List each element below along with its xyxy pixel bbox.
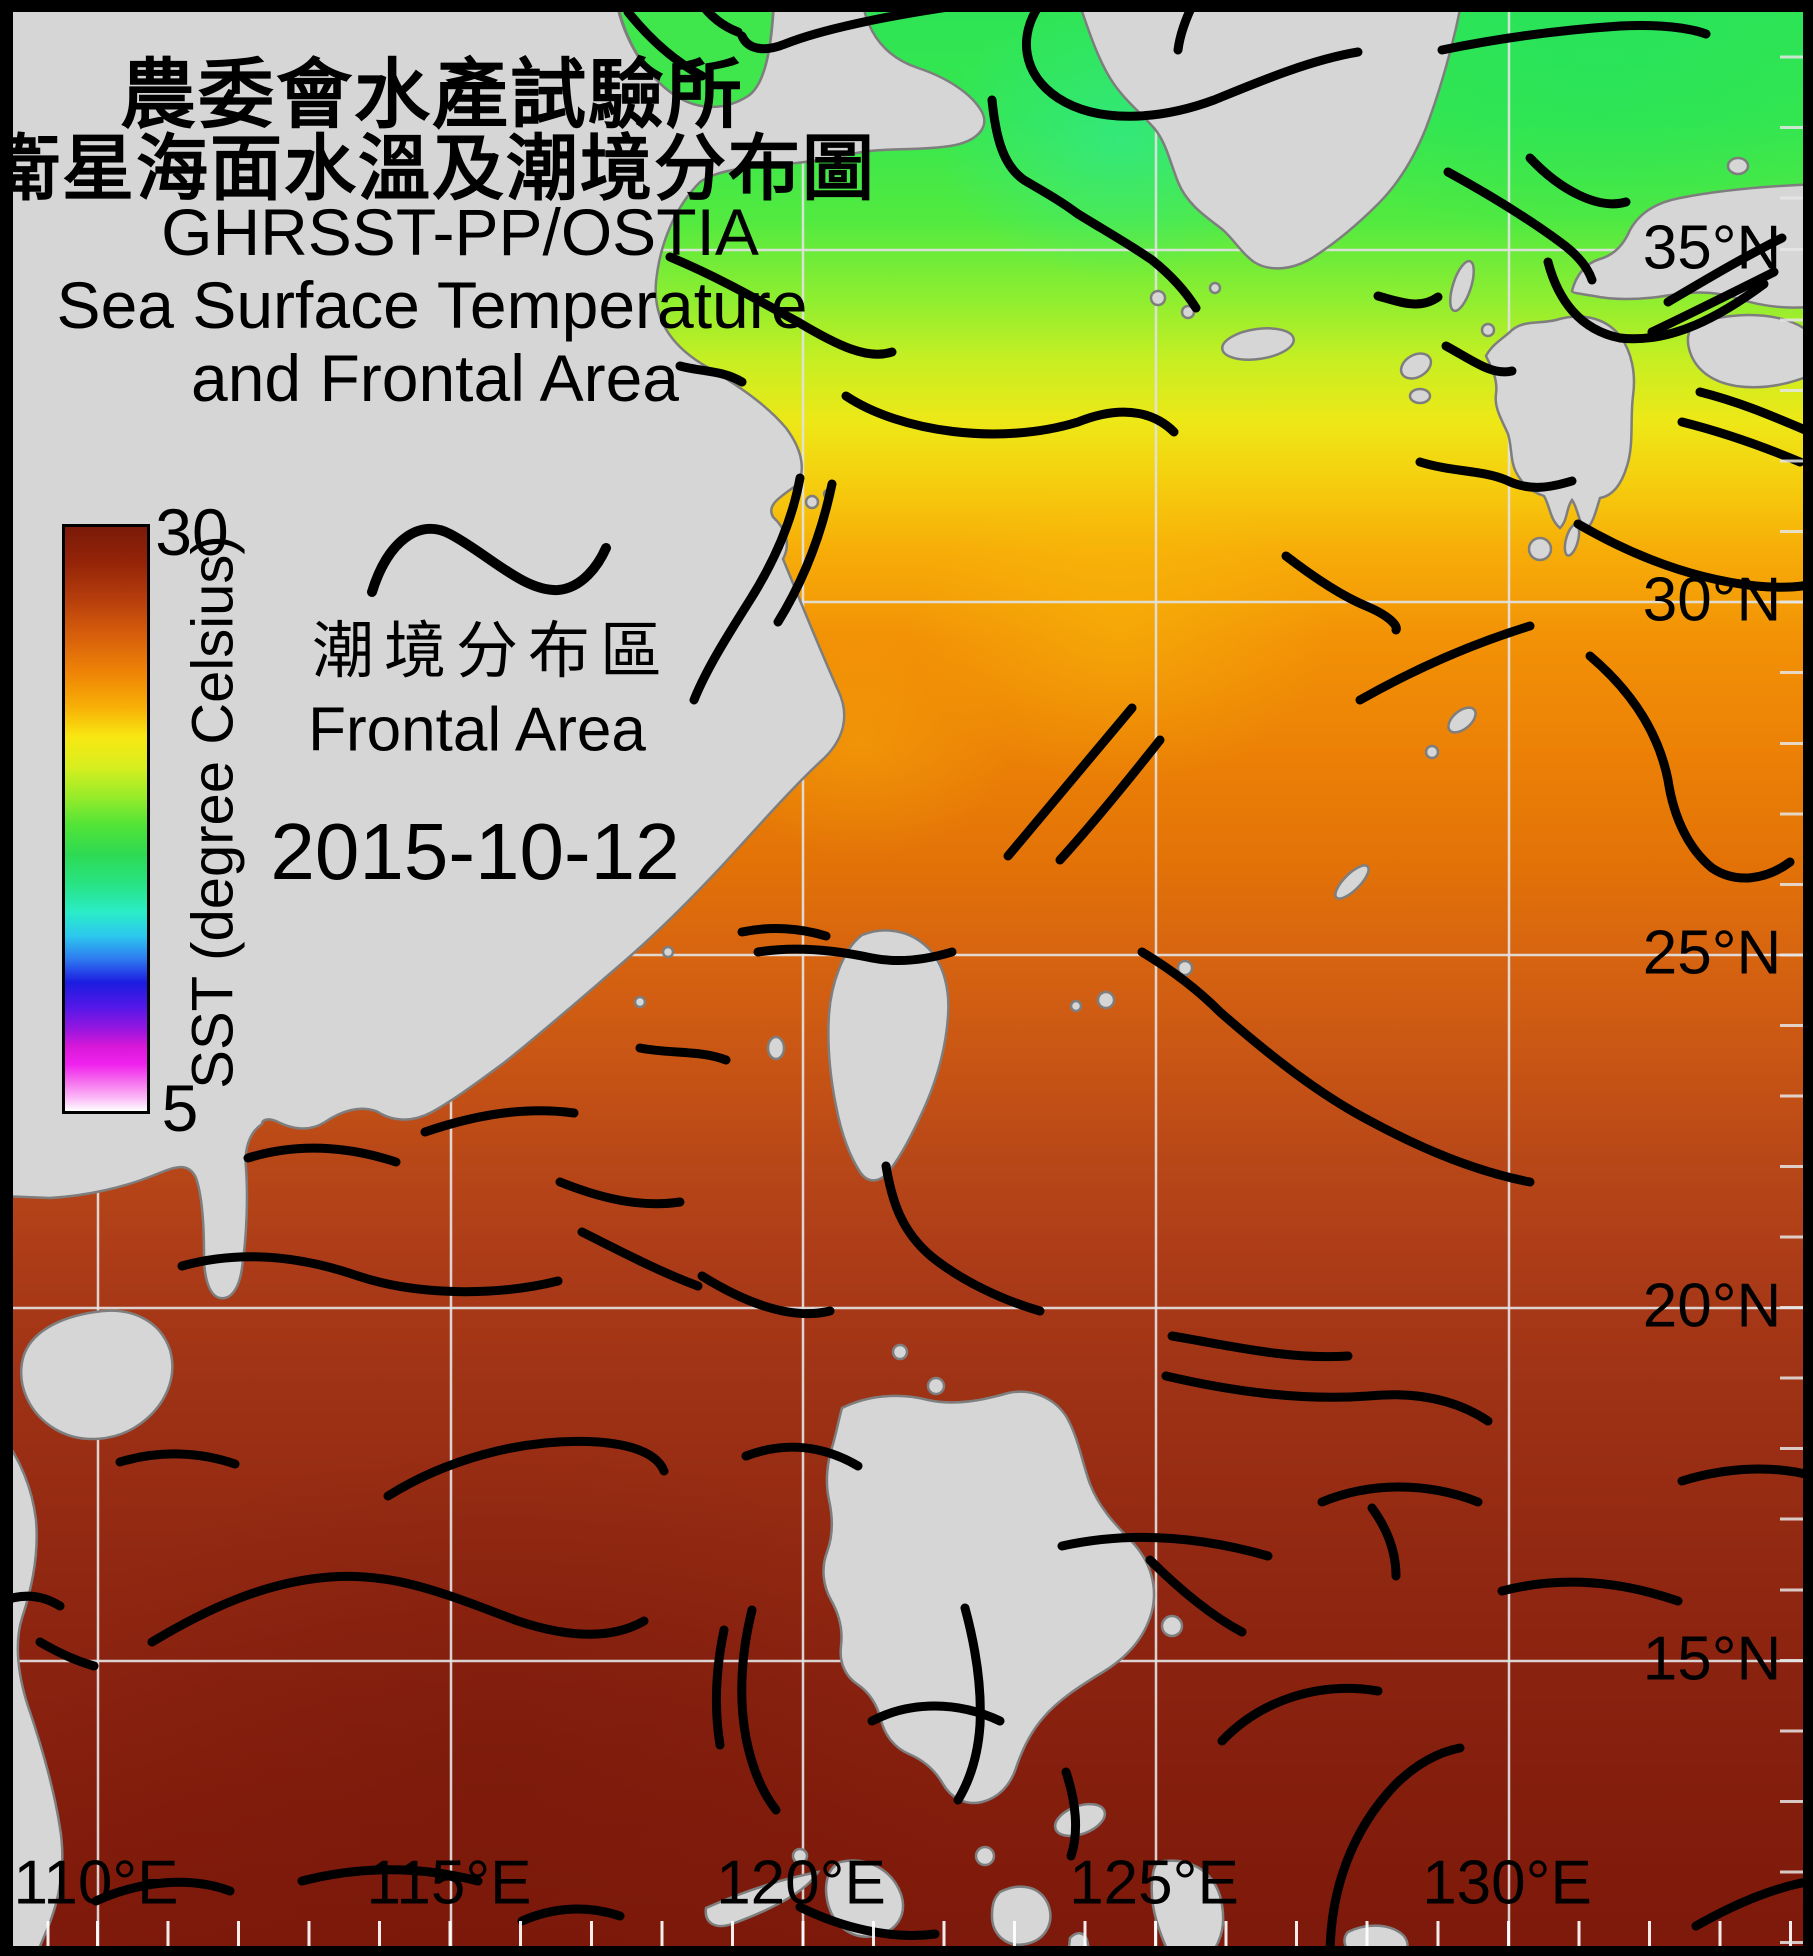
lon-label-115e: 115°E <box>366 1848 532 1918</box>
title-map-zh: 衛星海面水溫及潮境分布圖 <box>0 129 877 210</box>
honshu-island <box>1570 182 1813 309</box>
ishigaki-island <box>1096 990 1116 1010</box>
goto-islands <box>1408 387 1432 405</box>
lat-label-20n: 20°N <box>1642 1271 1782 1341</box>
babuyan-island <box>926 1376 946 1396</box>
miyako-island <box>1176 959 1194 977</box>
korea-island <box>1208 281 1222 295</box>
marinduque-island <box>974 1845 996 1867</box>
map-border-left <box>0 0 13 1956</box>
longitude-tick-marks <box>0 1921 1813 1947</box>
latitude-tick-marks <box>1780 0 1804 1956</box>
title-agency-zh: 農委會水產試驗所 <box>120 53 744 138</box>
vietnam-coast <box>0 1429 64 1956</box>
lat-label-35n: 35°N <box>1642 213 1782 283</box>
korea-peninsula <box>1076 0 1464 270</box>
map-border-bottom <box>0 1946 1813 1956</box>
lat-label-15n: 15°N <box>1642 1624 1782 1694</box>
korea-island <box>1149 289 1167 307</box>
iki-island <box>1480 322 1496 338</box>
lon-label-120e: 120°E <box>716 1848 886 1918</box>
map-border-top <box>0 0 1813 12</box>
okinawa-island <box>1334 864 1370 900</box>
fujian-islet <box>661 945 675 959</box>
goto-islands <box>1399 352 1433 380</box>
zhoushan-islet <box>804 494 820 510</box>
map-date: 2015-10-12 <box>270 807 680 896</box>
ryukyu-island <box>1069 999 1083 1013</box>
colorbar-max-label: 30 <box>155 495 229 569</box>
colorbar-min-label: 5 <box>161 1071 199 1145</box>
title-frontal-en: and Frontal Area <box>191 341 679 415</box>
jeju-island <box>1221 327 1295 361</box>
lon-label-130e: 130°E <box>1422 1848 1592 1918</box>
hainan-island <box>19 1309 174 1441</box>
tsushima-island <box>1449 259 1475 313</box>
title-sst-en: Sea Surface Temperature <box>56 268 808 342</box>
colorbar-axis-label: SST (degree Celsius) <box>180 535 246 1089</box>
amami-island <box>1447 706 1477 734</box>
luzon-island <box>822 1390 1156 1805</box>
lon-label-125e: 125°E <box>1069 1848 1239 1918</box>
lat-label-30n: 30°N <box>1642 565 1782 635</box>
yakushima-island <box>1527 536 1553 562</box>
china-mainland <box>0 0 986 1300</box>
frontal-legend-zh: 潮境分布區 <box>311 617 673 686</box>
ryukyu-island <box>1424 744 1440 760</box>
sst-colorbar <box>62 524 150 1114</box>
frontal-area-symbol <box>367 524 611 597</box>
catanduanes-island <box>1160 1614 1184 1638</box>
penghu-islands <box>766 1035 786 1061</box>
lon-label-110e: 110°E <box>13 1848 179 1918</box>
calamian-island <box>791 1847 809 1865</box>
lat-label-25n: 25°N <box>1642 918 1782 988</box>
map-border-right <box>1803 0 1813 1956</box>
fujian-islet <box>633 995 647 1009</box>
frontal-legend-en: Frontal Area <box>308 695 646 765</box>
title-product: GHRSST-PP/OSTIA <box>161 195 759 269</box>
babuyan-island <box>891 1343 909 1361</box>
oki-island <box>1726 156 1750 176</box>
taiwan-island <box>827 929 950 1182</box>
